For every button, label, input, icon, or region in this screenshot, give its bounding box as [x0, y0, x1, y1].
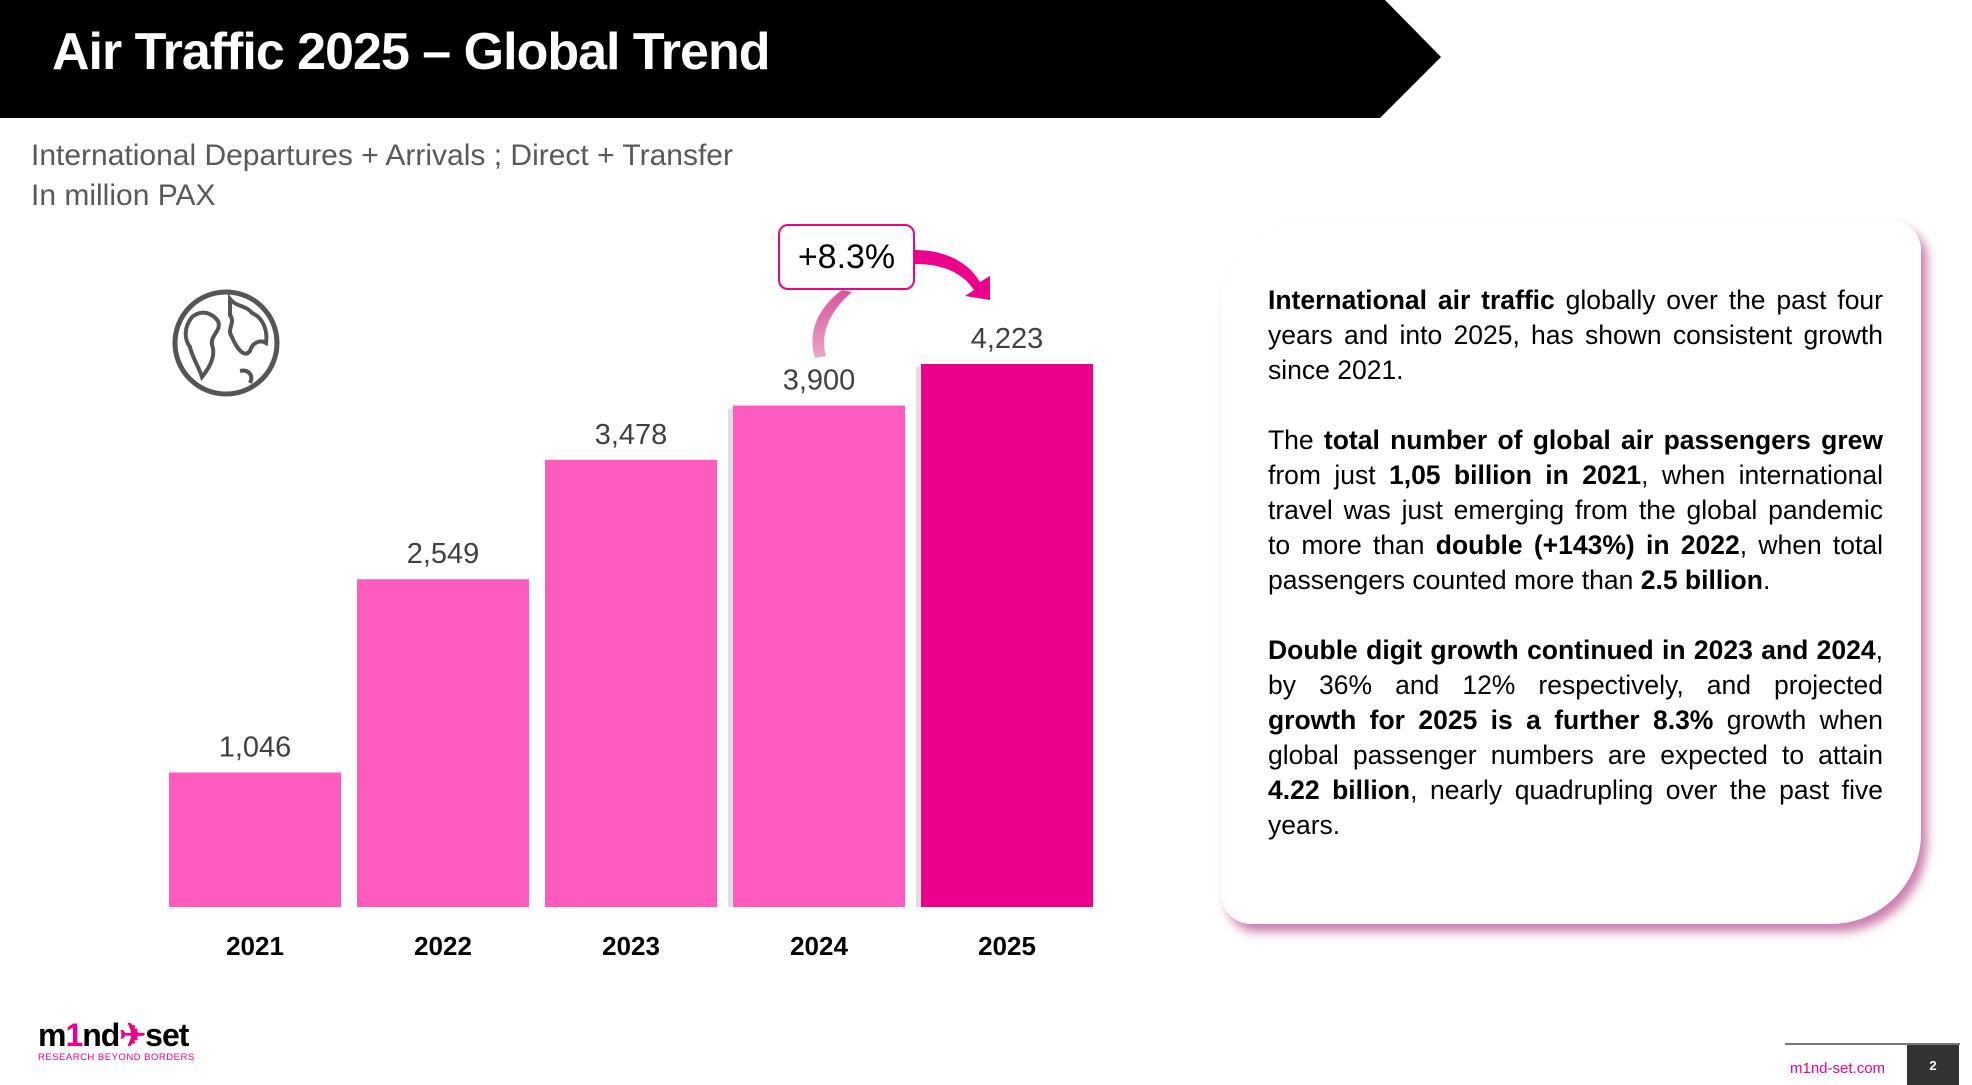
chart-subtitle: International Departures + Arrivals ; Di…: [31, 136, 733, 216]
value-label: 1,046: [219, 732, 292, 764]
subtitle-line-2: In million PAX: [31, 179, 216, 212]
bar-2022: [357, 579, 529, 907]
website-link[interactable]: m1nd-set.com: [1790, 1060, 1886, 1077]
year-label: 2024: [790, 931, 848, 961]
growth-annotation: +8.3%: [778, 224, 915, 290]
logo-tagline: RESEARCH BEYOND BORDERS: [38, 1052, 195, 1063]
value-label: 4,223: [971, 323, 1044, 355]
year-label: 2022: [414, 931, 472, 961]
bar-2023: [545, 459, 717, 907]
bar-2021: [169, 772, 341, 907]
summary-text: International air traffic globally over …: [1268, 283, 1883, 878]
mindset-logo: m1nd✈set RESEARCH BEYOND BORDERS: [38, 1017, 195, 1063]
bar-chart: 1,046 2021 2,549 2022 3,478 2023 3,900 2024 4,22…: [169, 250, 1093, 961]
summary-paragraph-2: The total number of global air passenger…: [1268, 425, 1884, 595]
subtitle-line-1: International Departures + Arrivals ; Di…: [31, 139, 733, 172]
summary-paragraph-1: International air traffic globally over …: [1268, 285, 1883, 385]
year-label: 2025: [978, 931, 1036, 961]
bar-2024: [733, 405, 905, 907]
summary-panel: [1221, 220, 1921, 924]
value-label: 2,549: [407, 538, 480, 570]
value-label: 3,478: [595, 419, 668, 451]
bar-2025: [921, 364, 1093, 907]
page-title: Air Traffic 2025 – Global Trend: [52, 23, 770, 81]
footer-divider: [1785, 1043, 1960, 1045]
plane-icon: ✈: [119, 1017, 146, 1053]
globe-icon: [172, 289, 280, 397]
arrow-to-2025-icon: [915, 250, 990, 300]
year-label: 2021: [226, 931, 284, 961]
value-label: 3,900: [783, 365, 856, 397]
arrow-from-2024-icon: [812, 290, 852, 358]
page-number: 2: [1907, 1045, 1959, 1085]
year-label: 2023: [602, 931, 660, 961]
title-banner: [0, 0, 1441, 118]
summary-paragraph-3: Double digit growth continued in 2023 an…: [1268, 635, 1884, 840]
